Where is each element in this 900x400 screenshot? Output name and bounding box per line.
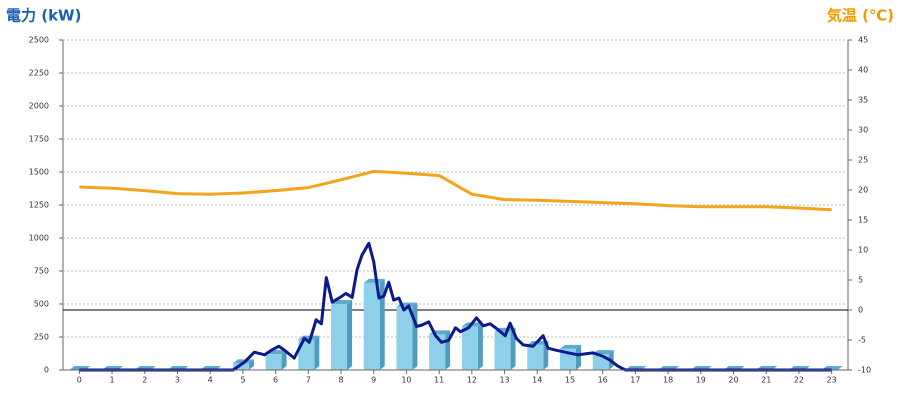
y2-tick-label: 25 xyxy=(858,156,868,165)
x-tick-label: 13 xyxy=(499,376,509,385)
y-tick-label: 500 xyxy=(34,300,49,309)
y2-title: 気温 (℃) xyxy=(827,7,894,25)
x-tick-label: 14 xyxy=(532,376,542,385)
x-tick-label: 8 xyxy=(338,376,343,385)
y2-tick-label: 45 xyxy=(858,36,868,45)
bar xyxy=(298,335,320,370)
y2-tick-label: 5 xyxy=(858,276,863,285)
bar xyxy=(396,302,418,370)
y-tick-label: 2000 xyxy=(29,102,49,111)
x-tick-label: 23 xyxy=(827,376,837,385)
y-tick-label: 1250 xyxy=(29,201,49,210)
x-tick-label: 18 xyxy=(663,376,673,385)
x-tick-label: 0 xyxy=(77,376,82,385)
bar-face xyxy=(379,278,385,370)
bar xyxy=(265,350,287,370)
bar-face xyxy=(248,359,254,370)
bar-face xyxy=(461,326,478,370)
y2-tick-label: -5 xyxy=(858,336,866,345)
x-tick-label: 19 xyxy=(696,376,706,385)
x-tick-label: 11 xyxy=(434,376,444,385)
bar-face xyxy=(494,331,511,370)
y-tick-label: 750 xyxy=(34,267,49,276)
bar-face xyxy=(559,344,581,349)
y-tick-label: 250 xyxy=(34,333,49,342)
y-tick-label: 1000 xyxy=(29,234,49,243)
y2-tick-label: 10 xyxy=(858,246,868,255)
y-tick-label: 2500 xyxy=(29,36,49,45)
line xyxy=(79,241,832,372)
x-tick-label: 4 xyxy=(208,376,213,385)
x-tick-label: 9 xyxy=(371,376,376,385)
bar xyxy=(429,330,451,370)
bar xyxy=(331,300,353,370)
bar-face xyxy=(281,350,287,370)
y-tick-label: 1500 xyxy=(29,168,49,177)
x-tick-label: 10 xyxy=(401,376,411,385)
bar xyxy=(559,344,581,370)
bar-face xyxy=(396,306,413,370)
y2-tick-label: 40 xyxy=(858,66,868,75)
y-tick-label: 0 xyxy=(44,366,49,375)
y-tick-label: 1750 xyxy=(29,135,49,144)
bar-face xyxy=(477,322,483,370)
y2-tick-label: 15 xyxy=(858,216,868,225)
x-tick-label: 21 xyxy=(761,376,771,385)
x-tick-label: 15 xyxy=(565,376,575,385)
y2-tick-label: 0 xyxy=(858,306,863,315)
x-tick-label: 2 xyxy=(142,376,147,385)
y2-tick-label: 35 xyxy=(858,96,868,105)
bar-face xyxy=(363,282,380,370)
y2-tick-label: 20 xyxy=(858,186,868,195)
bar-face xyxy=(363,278,385,283)
chart-title: 電力 (kW) xyxy=(6,7,81,25)
bar xyxy=(363,278,385,370)
x-tick-label: 6 xyxy=(273,376,278,385)
bar-face xyxy=(412,302,418,370)
x-tick-label: 7 xyxy=(306,376,311,385)
bar-face xyxy=(314,335,320,370)
bar-face xyxy=(298,339,315,370)
x-tick-label: 1 xyxy=(110,376,115,385)
line xyxy=(79,169,832,212)
x-tick-label: 17 xyxy=(630,376,640,385)
x-tick-label: 16 xyxy=(598,376,608,385)
x-tick-label: 3 xyxy=(175,376,180,385)
y2-tick-label: -10 xyxy=(858,366,871,375)
bar-face xyxy=(527,344,544,370)
bar-face xyxy=(510,327,516,370)
y2-tick-label: 30 xyxy=(858,126,868,135)
x-tick-label: 20 xyxy=(728,376,738,385)
bar-face xyxy=(232,363,249,370)
bar xyxy=(461,322,483,370)
bar-face xyxy=(347,300,353,370)
x-tick-label: 5 xyxy=(240,376,245,385)
bar-face xyxy=(331,304,348,370)
y-tick-label: 2250 xyxy=(29,69,49,78)
x-tick-label: 12 xyxy=(467,376,477,385)
bar-face xyxy=(265,354,282,370)
x-tick-label: 22 xyxy=(794,376,804,385)
bar-face xyxy=(575,344,581,370)
